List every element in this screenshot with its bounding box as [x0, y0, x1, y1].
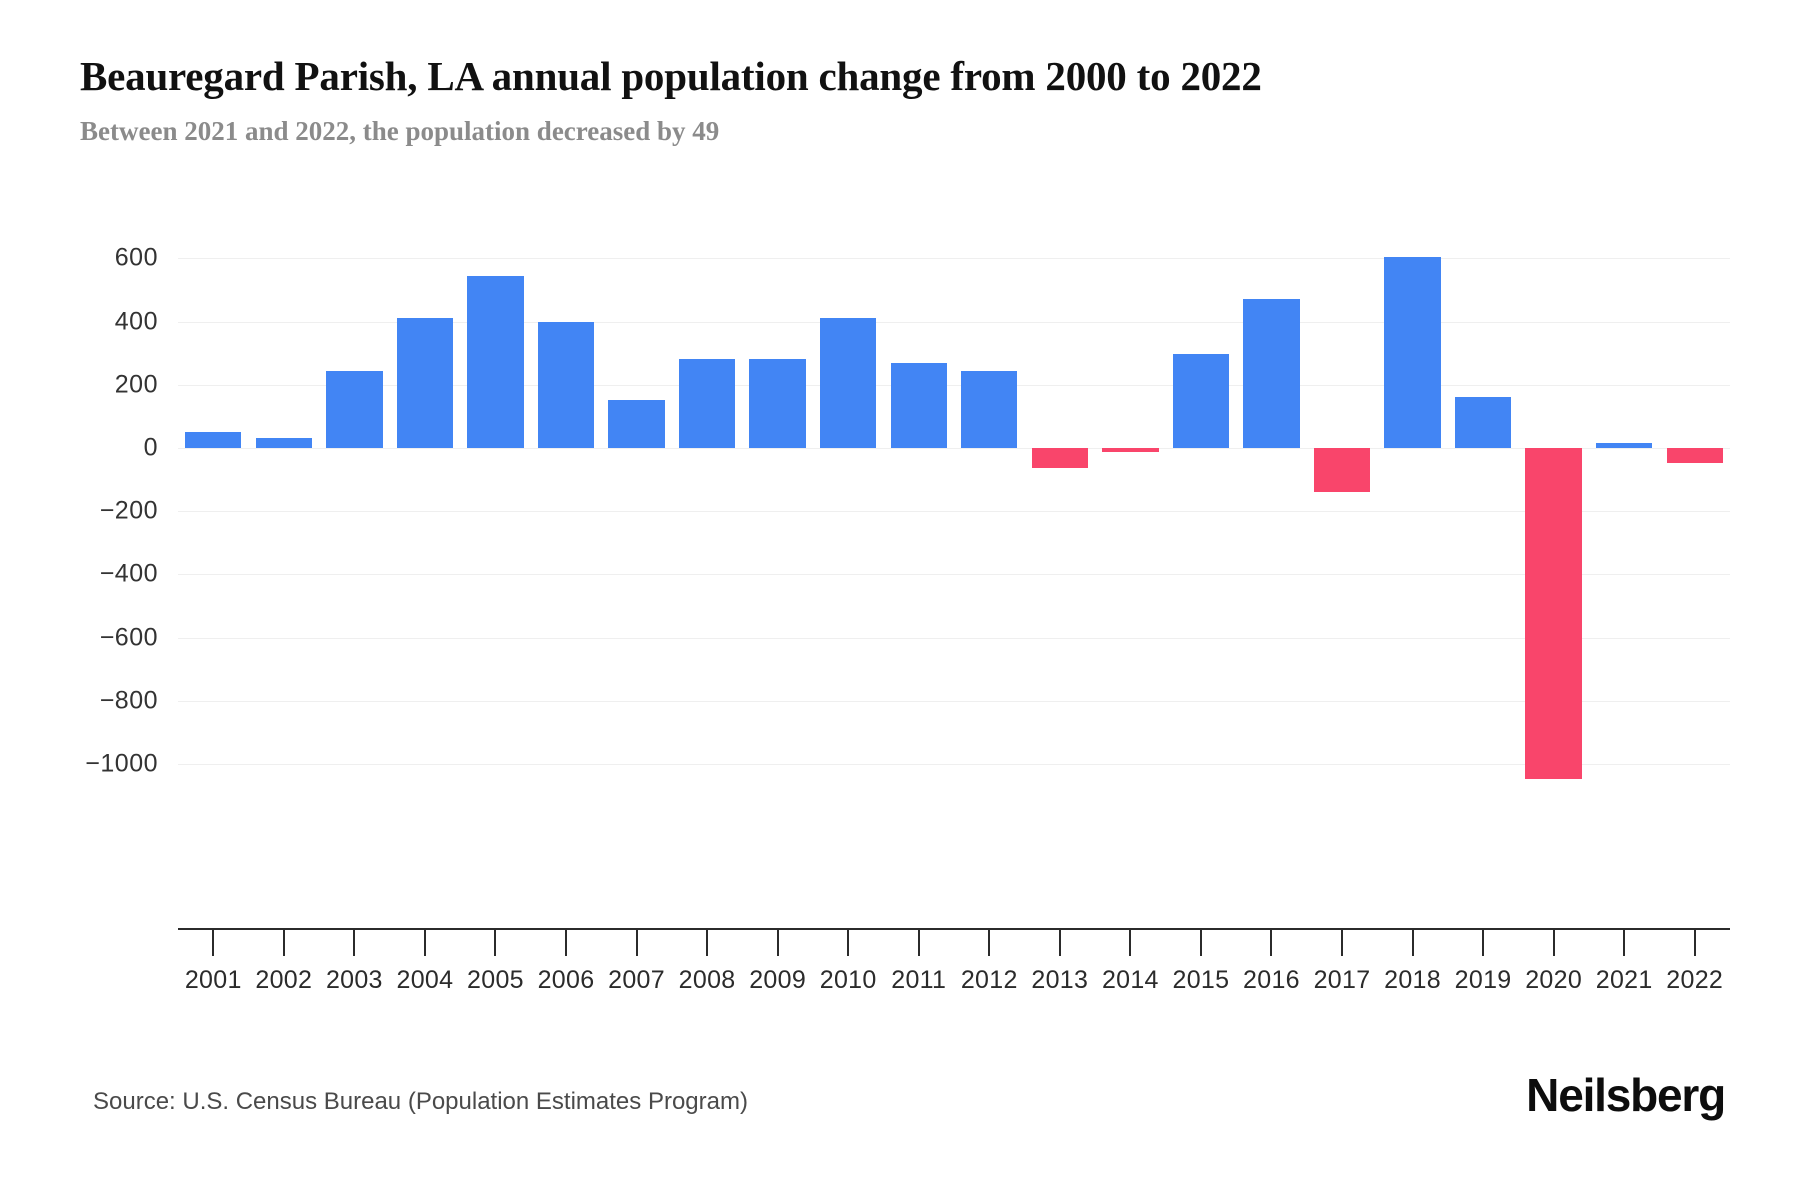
x-axis-tick-label: 2008	[678, 966, 736, 994]
bar-2016[interactable]	[1243, 299, 1300, 448]
x-axis-tick-label: 2010	[819, 966, 877, 994]
bar-2021[interactable]	[1595, 442, 1653, 448]
x-axis-tick	[353, 930, 356, 956]
x-axis-line	[178, 928, 1730, 930]
bar-2003[interactable]	[326, 370, 383, 448]
bar-2005[interactable]	[467, 275, 524, 448]
gridline-600	[178, 258, 1730, 260]
x-axis-tick	[212, 930, 215, 956]
bar-2006[interactable]	[537, 322, 595, 448]
x-axis-tick-label: 2016	[1243, 966, 1300, 994]
bar-2007[interactable]	[608, 399, 665, 448]
bar-2002[interactable]	[255, 437, 313, 448]
bar-2020[interactable]	[1525, 448, 1582, 780]
x-axis-tick	[1411, 930, 1414, 956]
bar-2018[interactable]	[1384, 256, 1441, 448]
source-note: Source: U.S. Census Bureau (Population E…	[93, 1088, 748, 1115]
x-axis-tick-label: 2013	[1031, 966, 1089, 994]
gridline--1000	[178, 764, 1730, 765]
y-axis-tick-label: −200	[99, 496, 158, 525]
bar-2010[interactable]	[819, 318, 877, 448]
x-axis-tick	[1270, 930, 1273, 956]
chart-header: Beauregard Parish, LA annual population …	[80, 52, 1720, 147]
x-axis-tick-label: 2017	[1313, 966, 1371, 994]
bar-2011[interactable]	[890, 362, 947, 448]
x-axis-tick	[1482, 930, 1485, 956]
x-axis-tick-label: 2006	[537, 966, 595, 994]
gridline-0	[178, 448, 1730, 449]
x-axis-tick-label: 2012	[960, 966, 1018, 994]
bar-2012[interactable]	[961, 370, 1018, 448]
y-axis-tick-label: −1000	[85, 749, 158, 778]
bar-2017[interactable]	[1313, 448, 1371, 493]
x-axis-tick	[776, 930, 779, 956]
gridline--800	[178, 700, 1730, 702]
y-axis-tick-label: −800	[99, 686, 158, 715]
x-axis-tick-label: 2002	[255, 966, 313, 994]
x-axis-tick	[1199, 930, 1202, 956]
gridline--200	[178, 511, 1730, 513]
bar-2001[interactable]	[185, 431, 242, 448]
x-axis-tick	[1623, 930, 1626, 956]
x-axis-tick-label: 2015	[1172, 966, 1230, 994]
chart-subtitle: Between 2021 and 2022, the population de…	[80, 116, 720, 146]
bar-2004[interactable]	[396, 318, 454, 448]
y-axis-tick-label: 400	[114, 307, 158, 336]
gridline--400	[178, 574, 1730, 576]
x-axis-tick-label: 2001	[184, 966, 242, 994]
x-axis-tick	[1341, 930, 1343, 956]
x-axis-tick-label: 2007	[608, 966, 665, 994]
gridline--600	[178, 637, 1730, 639]
x-axis-tick	[282, 930, 285, 956]
bar-2019[interactable]	[1454, 397, 1512, 448]
y-axis-tick-label: −600	[99, 623, 158, 652]
brand-logo: Neilsberg	[1526, 1069, 1726, 1121]
bar-2015[interactable]	[1172, 354, 1230, 448]
x-axis-tick-label: 2020	[1525, 966, 1583, 994]
x-axis-tick	[988, 930, 991, 956]
x-axis-tick-label: 2022	[1666, 966, 1724, 994]
x-axis-tick-label: 2009	[749, 966, 807, 994]
x-axis-tick	[494, 930, 497, 956]
x-axis-tick-label: 2014	[1101, 966, 1159, 994]
bar-2014[interactable]	[1102, 448, 1159, 453]
x-axis-tick	[565, 930, 567, 956]
bar-2022[interactable]	[1666, 448, 1723, 464]
x-axis-tick	[706, 930, 709, 956]
x-axis-tick-label: 2011	[891, 966, 947, 994]
x-axis-tick-label: 2003	[325, 966, 383, 994]
x-axis-tick	[635, 930, 638, 956]
x-axis-tick-label: 2004	[396, 966, 454, 994]
x-axis-tick-label: 2021	[1595, 966, 1653, 994]
bar-2009[interactable]	[749, 358, 806, 448]
y-axis-tick-label: 0	[143, 433, 158, 462]
y-axis-tick-label: 600	[114, 243, 158, 272]
y-axis-tick-label: 200	[114, 370, 158, 399]
x-axis-tick	[847, 930, 850, 956]
bar-2013[interactable]	[1031, 448, 1089, 468]
gridline-200	[178, 384, 1730, 386]
x-axis-tick	[423, 930, 426, 956]
x-axis-tick-label: 2005	[467, 966, 524, 994]
x-axis-tick	[1552, 930, 1555, 956]
x-axis-tick	[1693, 930, 1696, 956]
x-axis-tick-label: 2018	[1384, 966, 1441, 994]
gridline-400	[178, 321, 1730, 323]
x-axis-tick	[917, 930, 920, 956]
x-axis-tick-label: 2019	[1454, 966, 1512, 994]
page-title: Beauregard Parish, LA annual population …	[80, 53, 1262, 99]
x-axis-tick	[1129, 930, 1132, 956]
x-axis-tick	[1058, 930, 1061, 956]
bar-2008[interactable]	[678, 359, 736, 448]
y-axis-tick-label: −400	[99, 559, 158, 588]
